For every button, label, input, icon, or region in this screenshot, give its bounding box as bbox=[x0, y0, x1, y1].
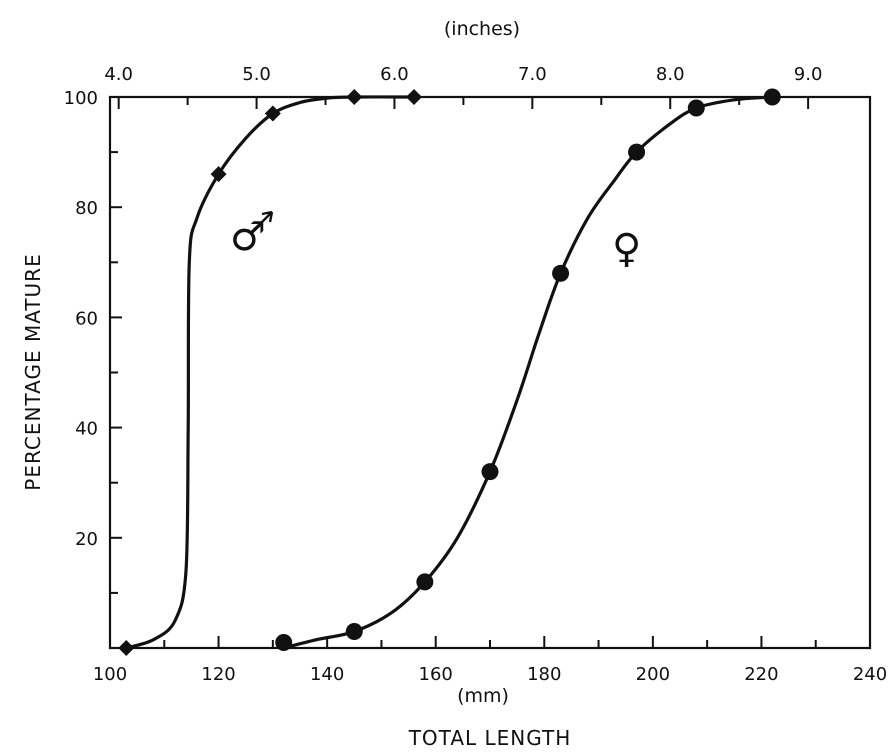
male-data-point bbox=[264, 105, 281, 122]
y-tick-label: 40 bbox=[75, 419, 98, 440]
plot-frame bbox=[108, 95, 872, 650]
y-tick-label: 20 bbox=[75, 529, 98, 550]
female-data-point bbox=[275, 633, 293, 651]
male-data-point bbox=[118, 640, 135, 656]
x-tick-label: 200 bbox=[636, 664, 670, 685]
female-maturity-curve bbox=[282, 95, 774, 650]
x-tick-label: 120 bbox=[201, 664, 235, 685]
fitted-curves bbox=[124, 95, 774, 650]
y-axis-title: PERCENTAGE MATURE bbox=[21, 253, 45, 490]
y-tick-label: 60 bbox=[75, 308, 98, 329]
male-symbol-arrow bbox=[251, 210, 274, 233]
top-tick-label: 6.0 bbox=[380, 64, 409, 85]
female-data-point bbox=[481, 463, 499, 481]
female-data-point bbox=[552, 264, 570, 282]
tick-labels: 100 120 140 160 180 200 220 240 20 40 60 80 100 4.0 5.… bbox=[64, 64, 888, 685]
ticks bbox=[109, 96, 871, 648]
x-tick-label: 220 bbox=[744, 664, 778, 685]
x-tick-label: 160 bbox=[419, 664, 453, 685]
top-tick-label: 4.0 bbox=[104, 64, 133, 85]
female-symbol-label: ♀ bbox=[612, 226, 641, 272]
x-axis-unit: (mm) bbox=[457, 685, 509, 707]
female-data-point bbox=[628, 143, 646, 161]
top-tick-label: 9.0 bbox=[794, 64, 823, 85]
top-tick-label: 8.0 bbox=[656, 64, 685, 85]
male-symbol-label: ♂ bbox=[230, 214, 266, 260]
top-tick-label: 7.0 bbox=[518, 64, 547, 85]
data-points bbox=[118, 88, 781, 656]
male-data-point bbox=[406, 89, 422, 105]
female-data-point bbox=[416, 573, 434, 591]
x-tick-label: 180 bbox=[527, 664, 561, 685]
male-data-point bbox=[210, 166, 227, 183]
male-data-point bbox=[346, 89, 363, 105]
y-tick-label: 100 bbox=[64, 88, 98, 109]
x-tick-label: 240 bbox=[853, 664, 887, 685]
x-tick-label: 100 bbox=[93, 664, 127, 685]
y-tick-label: 80 bbox=[75, 198, 98, 219]
female-data-point bbox=[763, 88, 781, 106]
female-data-point bbox=[345, 622, 363, 640]
female-data-point bbox=[687, 99, 705, 117]
x-tick-label: 140 bbox=[310, 664, 344, 685]
secondary-axis-unit: (inches) bbox=[444, 18, 520, 40]
male-maturity-curve bbox=[124, 95, 416, 650]
top-tick-label: 5.0 bbox=[242, 64, 271, 85]
x-axis-title: TOTAL LENGTH bbox=[408, 726, 572, 750]
